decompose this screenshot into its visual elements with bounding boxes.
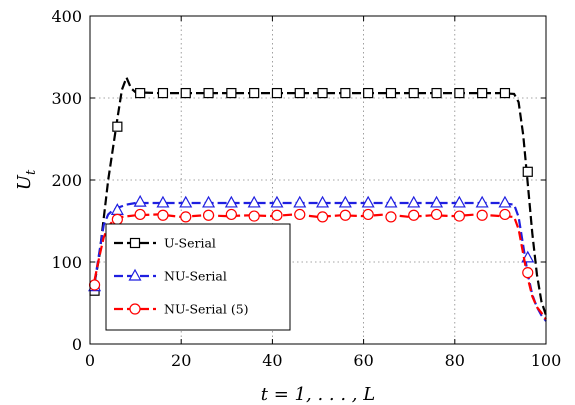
data-point-square <box>294 87 305 99</box>
legend-item: NU-Serial (5) <box>114 302 249 317</box>
data-point-square <box>431 87 442 99</box>
data-point-square <box>408 87 419 99</box>
data-point-circle <box>316 211 329 223</box>
data-point-square <box>522 166 533 177</box>
data-point-circle <box>271 209 283 221</box>
y-tick-label: 0 <box>72 335 82 354</box>
data-point-circle <box>111 213 123 225</box>
data-point-square <box>249 87 260 99</box>
data-point-square <box>454 87 465 99</box>
data-point-square <box>157 87 169 99</box>
legend-label: NU-Serial <box>164 269 227 284</box>
plot-frame <box>89 15 547 345</box>
series-3 <box>88 208 547 321</box>
legend-item: NU-Serial <box>114 269 227 284</box>
data-point-square <box>135 87 146 99</box>
data-point-circle <box>453 210 465 222</box>
data-point-triangle <box>293 195 307 208</box>
y-axis-label: Ut <box>14 169 39 190</box>
data-point-square <box>203 87 214 99</box>
data-point-square <box>226 87 237 99</box>
series-layer <box>88 74 548 322</box>
x-tick-label: 100 <box>531 351 562 370</box>
y-tick-label: 100 <box>51 253 82 272</box>
data-point-circle <box>499 208 511 221</box>
data-point-circle <box>225 208 237 221</box>
data-point-square <box>363 87 374 99</box>
legend: U-Serial NU-Serial NU-Serial (5) <box>105 223 291 331</box>
data-point-circle <box>408 209 420 221</box>
x-tick-label: 0 <box>85 351 95 370</box>
y-tick-label: 400 <box>51 7 82 26</box>
data-point-circle <box>157 209 169 221</box>
data-point-triangle <box>475 195 489 208</box>
data-point-triangle <box>179 195 193 208</box>
data-point-circle <box>385 211 397 223</box>
x-tick-label: 40 <box>262 351 282 370</box>
data-point-square <box>112 121 123 132</box>
data-point-circle <box>180 211 192 223</box>
data-point-square <box>340 87 351 99</box>
y-axis-label-sub: t <box>24 169 39 175</box>
data-point-triangle <box>338 195 352 208</box>
data-point-circle <box>522 267 534 279</box>
data-point-triangle <box>133 194 147 207</box>
data-point-square <box>385 87 397 99</box>
data-point-triangle <box>498 195 512 208</box>
data-point-triangle <box>384 195 398 208</box>
data-point-circle <box>476 209 488 221</box>
data-point-triangle <box>316 195 330 208</box>
legend-label: NU-Serial (5) <box>164 302 249 317</box>
data-point-circle <box>202 209 215 221</box>
data-point-circle <box>294 208 306 221</box>
data-point-triangle <box>270 195 284 208</box>
data-point-circle <box>362 208 374 221</box>
x-tick-label: 20 <box>171 351 191 370</box>
x-tick-label: 80 <box>445 351 465 370</box>
data-point-circle <box>430 208 443 221</box>
data-point-triangle <box>224 195 238 208</box>
data-point-triangle <box>202 195 216 208</box>
data-point-square <box>317 87 328 99</box>
data-point-triangle <box>452 195 466 208</box>
data-point-circle <box>339 209 351 221</box>
data-point-square <box>477 87 488 99</box>
data-point-triangle <box>430 195 444 208</box>
grid <box>90 16 546 344</box>
data-point-square <box>129 237 141 249</box>
data-point-circle <box>129 303 141 315</box>
data-point-square <box>180 87 191 99</box>
x-axis-label: t = 1, . . . , L <box>261 384 375 405</box>
y-tick-label: 200 <box>51 171 82 190</box>
y-axis-label-main: U <box>14 174 35 190</box>
data-point-triangle <box>156 195 170 208</box>
data-point-circle <box>134 208 146 221</box>
y-tick-label: 300 <box>51 89 82 108</box>
data-point-triangle <box>247 195 261 208</box>
data-point-square <box>271 87 283 99</box>
data-point-square <box>499 87 511 99</box>
data-point-circle <box>248 210 260 222</box>
data-point-triangle <box>128 268 142 281</box>
legend-item: U-Serial <box>114 236 216 251</box>
data-point-triangle <box>361 195 375 208</box>
legend-label: U-Serial <box>164 236 216 251</box>
x-tick-label: 60 <box>353 351 373 370</box>
data-point-circle <box>88 279 101 291</box>
data-point-triangle <box>407 195 421 208</box>
